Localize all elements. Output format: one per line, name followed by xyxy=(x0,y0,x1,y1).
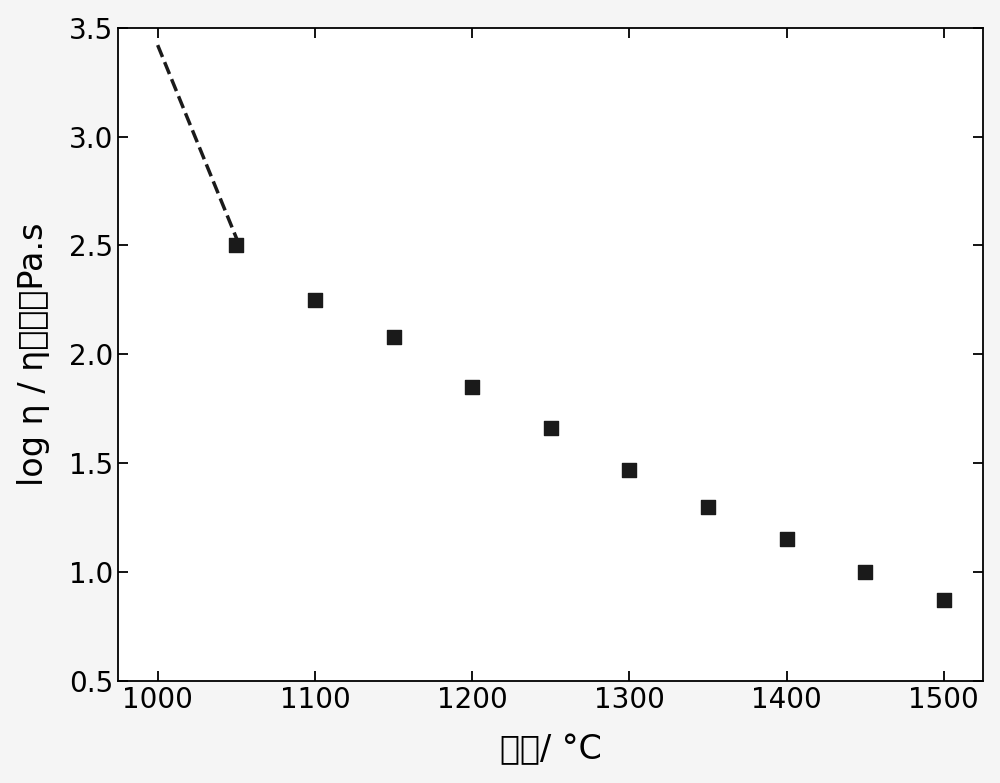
Point xyxy=(779,533,795,546)
Point xyxy=(307,294,323,306)
Point xyxy=(857,566,873,579)
Point xyxy=(464,381,480,393)
Point xyxy=(700,500,716,513)
Point xyxy=(936,594,952,607)
Point xyxy=(543,422,559,435)
Y-axis label: log η / η单位是Pa.s: log η / η单位是Pa.s xyxy=(17,222,50,486)
Point xyxy=(621,464,637,476)
X-axis label: 温度/ °C: 温度/ °C xyxy=(500,734,602,767)
Point xyxy=(386,330,402,343)
Point xyxy=(228,239,244,251)
